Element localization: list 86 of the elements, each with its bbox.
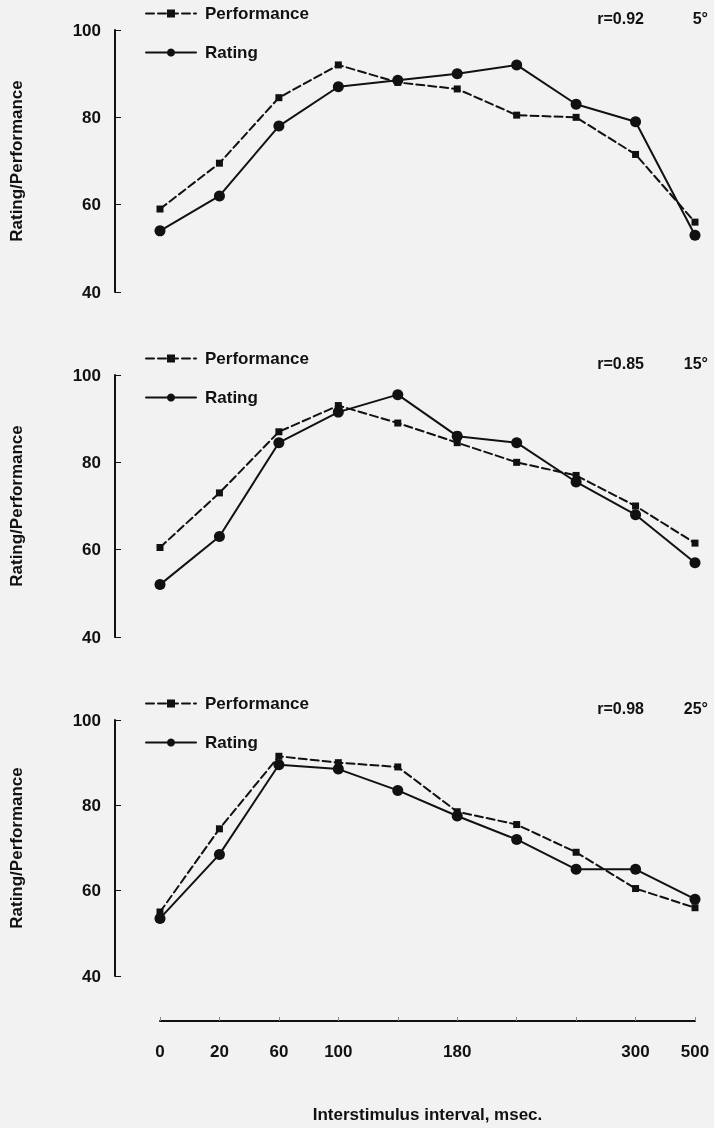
y-tick-label: 100: [72, 365, 101, 385]
point: [572, 113, 580, 121]
point: [630, 509, 642, 521]
y-tick-label: 40: [82, 282, 101, 302]
y-tick-label: 60: [82, 540, 101, 560]
point: [392, 389, 404, 401]
point: [394, 763, 402, 771]
legend-label: Rating: [205, 388, 258, 407]
point: [156, 205, 164, 213]
text: r=0.92: [597, 9, 645, 27]
point: [632, 885, 640, 893]
y-tick-label: 80: [82, 107, 101, 127]
text: r=0.85: [597, 354, 645, 372]
point: [156, 908, 164, 916]
point: [215, 825, 223, 833]
legend-label: Rating: [205, 733, 258, 752]
point: [632, 502, 640, 510]
x-axis-title: Interstimulus interval, msec.: [312, 1105, 543, 1124]
point: [213, 190, 225, 202]
point: [511, 833, 523, 845]
point: [156, 543, 164, 551]
point: [630, 863, 642, 875]
point: [275, 94, 283, 102]
point: [273, 120, 285, 132]
y-axis-title: Rating/Performance: [7, 425, 26, 587]
y-tick-label: 100: [72, 710, 101, 730]
point: [154, 579, 166, 591]
point: [689, 893, 701, 905]
point: [334, 402, 342, 410]
y-axis-title: Rating/Performance: [7, 80, 26, 242]
point: [632, 150, 640, 158]
point: [572, 471, 580, 479]
point: [275, 752, 283, 760]
point: [154, 225, 166, 237]
text: r=0.98: [597, 699, 645, 717]
x-tick-label: 180: [443, 1042, 472, 1061]
point: [511, 437, 523, 449]
point: [689, 557, 701, 569]
y-tick-label: 40: [82, 966, 101, 986]
point: [630, 116, 642, 128]
point: [334, 61, 342, 69]
point: [215, 159, 223, 167]
point: [213, 531, 225, 543]
legend-label: Performance: [205, 349, 309, 368]
point: [392, 784, 404, 796]
point: [394, 419, 402, 427]
point: [513, 821, 521, 829]
y-tick-label: 80: [82, 795, 101, 815]
point: [511, 59, 523, 71]
legend-label: Performance: [205, 694, 309, 713]
legend-label: Performance: [205, 4, 309, 23]
y-tick-label: 80: [82, 452, 101, 472]
point: [691, 218, 699, 226]
point: [275, 428, 283, 436]
point: [273, 759, 285, 771]
point: [273, 437, 285, 449]
point: [453, 439, 461, 447]
y-tick-label: 60: [82, 881, 101, 901]
point: [570, 98, 582, 110]
point: [691, 539, 699, 547]
x-tick-label: 20: [209, 1042, 229, 1061]
x-tick-label: 500: [680, 1042, 710, 1061]
point: [570, 863, 582, 875]
point: [215, 489, 223, 497]
point: [513, 111, 521, 119]
y-tick-label: 60: [82, 195, 101, 215]
point: [572, 848, 580, 856]
legend-label: Rating: [205, 43, 258, 62]
text: 15°: [683, 354, 709, 372]
point: [213, 848, 225, 860]
x-tick-label: 60: [269, 1042, 289, 1061]
point: [451, 68, 463, 80]
y-tick-label: 100: [72, 20, 101, 40]
y-tick-label: 40: [82, 627, 101, 647]
point: [689, 229, 701, 241]
point: [332, 81, 344, 93]
point: [691, 904, 699, 912]
x-tick-label: 0: [155, 1042, 165, 1061]
y-axis-title: Rating/Performance: [7, 767, 26, 929]
text: 5°: [692, 9, 708, 27]
x-tick-label: 100: [324, 1042, 353, 1061]
point: [513, 458, 521, 466]
text: 25°: [683, 699, 709, 717]
point: [334, 759, 342, 767]
x-tick-label: 300: [621, 1042, 650, 1061]
point: [453, 85, 461, 93]
